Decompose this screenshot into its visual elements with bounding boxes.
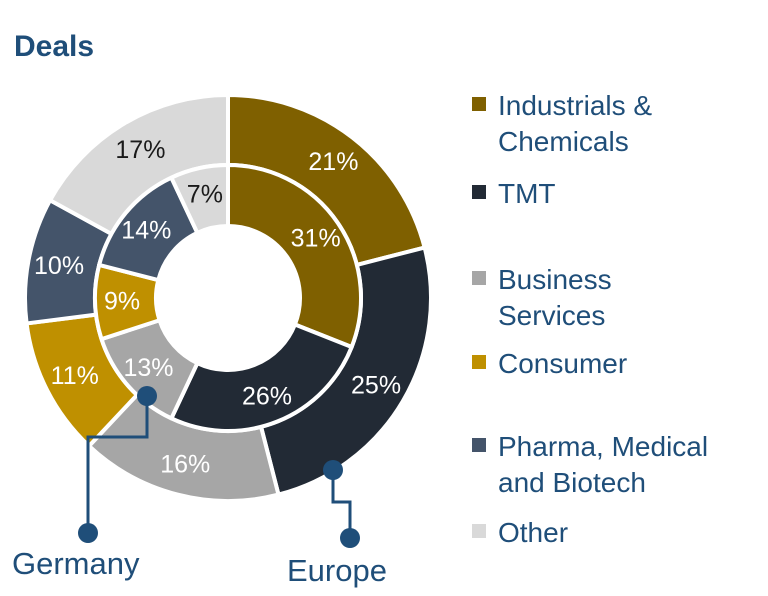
callout-label-germany: Germany [12,546,140,581]
inner-label-business-services: 13% [123,354,173,382]
legend-swatch-other [472,524,486,538]
legend-item-consumer: Consumer [472,346,627,382]
callout-dot-germany-end [78,523,98,543]
callout-dot-europe-end [340,528,360,548]
outer-ring-europe [23,93,433,503]
outer-label-pharma: 10% [34,252,84,280]
outer-label-business-services: 16% [160,451,210,479]
legend-swatch-business-services [472,271,486,285]
inner-slice-industrials [226,163,363,349]
inner-label-pharma: 14% [121,216,171,244]
legend-item-business-services: Business Services [472,262,612,334]
legend-item-industrials: Industrials & Chemicals [472,88,652,160]
callout-label-europe: Europe [287,553,387,588]
inner-label-tmt: 26% [242,383,292,411]
slice-labels: 21% 25% 16% 11% 10% 17% 31% 26% 13% 9% 14% 7% [34,136,401,479]
legend-item-other: Other [472,515,568,551]
outer-label-industrials: 21% [308,148,358,176]
inner-ring-germany [93,163,363,433]
callout-line-germany [86,396,149,533]
callout-line-europe [331,470,352,538]
legend-label-consumer: Consumer [498,348,628,379]
legend-swatch-industrials [472,97,486,111]
outer-label-other: 17% [115,136,165,164]
inner-slice-tmt [169,322,354,433]
legend-swatch-consumer [472,355,486,369]
outer-label-tmt: 25% [351,372,401,400]
legend-swatch-tmt [472,185,486,199]
outer-label-consumer: 11% [51,362,99,390]
legend-label-tmt: TMT [498,178,556,209]
callout-dot-europe-start [323,460,343,480]
callout-dot-germany-start [137,386,157,406]
chart-title: Deals [14,30,95,63]
legend-item-pharma: Pharma, Medical and Biotech [472,429,708,501]
inner-label-consumer: 9% [104,287,140,315]
inner-slice-other [169,163,230,235]
legend-label-pharma: Pharma, Medical and Biotech [498,431,709,498]
legend-label-other: Other [498,517,569,548]
legend-swatch-pharma [472,438,486,452]
legend-label-industrials: Industrials & Chemicals [498,90,653,157]
inner-label-other: 7% [187,181,223,209]
legend-item-tmt: TMT [472,176,556,212]
callout-lines [78,386,360,548]
inner-label-industrials: 31% [291,224,341,252]
legend-label-business-services: Business Services [498,264,612,331]
